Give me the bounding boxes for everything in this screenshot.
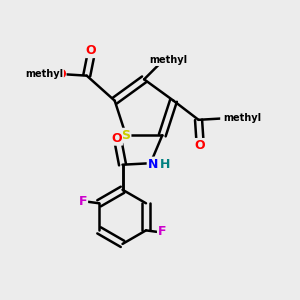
Text: O: O	[221, 112, 232, 125]
Text: H: H	[160, 158, 170, 171]
Text: F: F	[158, 225, 167, 238]
Text: O: O	[86, 44, 97, 57]
Text: O: O	[195, 139, 205, 152]
Text: O: O	[55, 68, 65, 81]
Text: F: F	[79, 195, 87, 208]
Text: methyl: methyl	[149, 55, 188, 65]
Text: N: N	[148, 158, 158, 171]
Text: methyl: methyl	[223, 113, 261, 123]
Text: O: O	[111, 132, 122, 145]
Text: methyl: methyl	[25, 69, 63, 79]
Text: S: S	[122, 129, 130, 142]
